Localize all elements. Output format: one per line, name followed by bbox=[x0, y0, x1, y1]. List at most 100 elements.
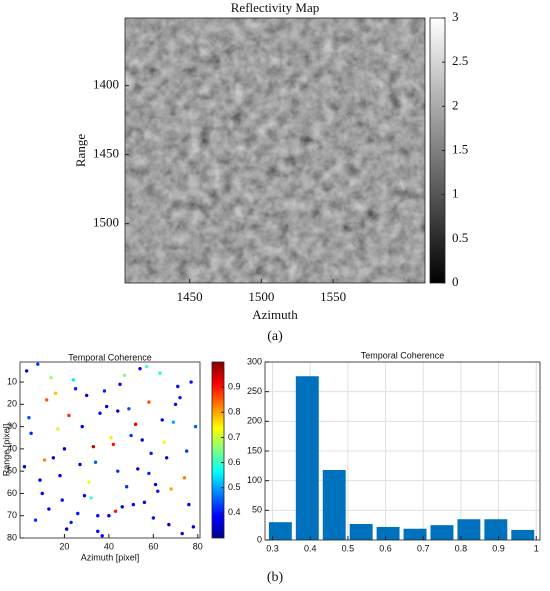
x-tick-label: 80 bbox=[193, 541, 203, 551]
point bbox=[158, 371, 162, 375]
y-tick-label: 1450 bbox=[93, 146, 119, 161]
point bbox=[56, 427, 60, 431]
point bbox=[102, 389, 107, 393]
x-tick-label: 0.7 bbox=[417, 543, 430, 553]
x-tick-label: 0.9 bbox=[492, 543, 505, 553]
plot-frame bbox=[124, 17, 426, 284]
point bbox=[96, 529, 100, 534]
point bbox=[47, 507, 51, 511]
x-tick-label: 1 bbox=[534, 543, 539, 553]
bar bbox=[484, 519, 508, 540]
point bbox=[71, 378, 76, 382]
point bbox=[36, 362, 40, 366]
colorbar-tick-label: 0.6 bbox=[228, 457, 241, 467]
point bbox=[142, 500, 147, 505]
x-tick-label: 1450 bbox=[177, 289, 203, 304]
colorbar-tick-label: 0.5 bbox=[452, 230, 468, 245]
point bbox=[169, 487, 173, 491]
y-tick-label: 50 bbox=[252, 505, 262, 515]
point bbox=[53, 391, 58, 395]
point bbox=[147, 400, 151, 404]
point bbox=[100, 534, 104, 538]
y-tick-label: 10 bbox=[7, 376, 17, 386]
bar bbox=[268, 522, 292, 540]
point bbox=[49, 375, 53, 380]
y-tick-label: 40 bbox=[7, 443, 17, 453]
x-tick-label: 0.4 bbox=[304, 543, 317, 553]
point bbox=[89, 496, 93, 500]
caption: (a) bbox=[267, 329, 283, 344]
colorbar-tick-label: 2 bbox=[452, 97, 459, 112]
colorbar-tick-label: 0.9 bbox=[228, 382, 241, 392]
y-tick-label: 200 bbox=[247, 416, 262, 426]
bar bbox=[511, 529, 535, 540]
point bbox=[187, 502, 191, 507]
point bbox=[44, 398, 49, 402]
point bbox=[149, 451, 153, 456]
point bbox=[62, 447, 67, 451]
point bbox=[42, 458, 47, 462]
x-tick-label: 40 bbox=[104, 541, 114, 551]
point bbox=[171, 420, 176, 424]
x-axis-label: Azimuth [pixel] bbox=[81, 552, 140, 562]
colorbar bbox=[211, 361, 225, 539]
colorbar-tick-label: 2.5 bbox=[452, 53, 468, 68]
point bbox=[122, 373, 127, 378]
x-tick-label: 1500 bbox=[248, 289, 274, 304]
point bbox=[33, 518, 38, 522]
x-tick-label: 0.8 bbox=[455, 543, 468, 553]
x-axis-label: Azimuth bbox=[252, 307, 298, 322]
colorbar-tick-label: 0.4 bbox=[228, 507, 241, 517]
point bbox=[151, 516, 156, 520]
point bbox=[144, 364, 149, 369]
point bbox=[111, 442, 116, 447]
point bbox=[136, 467, 140, 471]
colorbar-tick-label: 1.5 bbox=[452, 141, 468, 156]
point bbox=[120, 505, 124, 509]
colorbar-tick-label: 0 bbox=[452, 274, 459, 289]
point bbox=[22, 465, 27, 469]
y-tick-label: 300 bbox=[247, 356, 262, 366]
point bbox=[193, 424, 198, 429]
point bbox=[138, 366, 142, 371]
point bbox=[124, 485, 129, 489]
y-tick-label: 70 bbox=[7, 510, 17, 520]
point bbox=[176, 384, 180, 389]
point bbox=[178, 395, 182, 400]
point bbox=[84, 393, 89, 398]
point bbox=[40, 491, 44, 496]
plot-frame bbox=[19, 361, 201, 539]
chart-title: Reflectivity Map bbox=[231, 0, 319, 15]
x-tick-label: 1550 bbox=[320, 289, 346, 304]
x-tick-label: 20 bbox=[59, 541, 69, 551]
chart-title: Temporal Coherence bbox=[361, 350, 445, 360]
bar bbox=[430, 525, 454, 540]
y-tick-label: 50 bbox=[7, 466, 17, 476]
point bbox=[93, 460, 98, 464]
bar bbox=[349, 523, 373, 540]
colorbar-tick-label: 0.5 bbox=[228, 482, 241, 492]
x-tick-label: 0.5 bbox=[342, 543, 355, 553]
y-tick-label: 1500 bbox=[93, 215, 119, 230]
point bbox=[118, 382, 122, 386]
point bbox=[180, 531, 184, 536]
x-tick-label: 60 bbox=[148, 541, 158, 551]
point bbox=[73, 387, 78, 391]
bar bbox=[403, 528, 427, 540]
y-tick-label: 1400 bbox=[93, 77, 119, 92]
y-tick-label: 150 bbox=[247, 445, 262, 455]
point bbox=[29, 431, 33, 435]
x-tick-label: 0.6 bbox=[379, 543, 392, 553]
point bbox=[91, 444, 96, 449]
bar bbox=[295, 376, 319, 540]
point bbox=[38, 478, 42, 482]
colorbar-tick-label: 0.7 bbox=[228, 432, 241, 442]
point bbox=[191, 525, 196, 529]
point bbox=[96, 514, 100, 518]
point bbox=[109, 436, 113, 440]
caption: (b) bbox=[267, 570, 284, 585]
point bbox=[153, 482, 158, 487]
point bbox=[64, 527, 69, 531]
point bbox=[131, 502, 136, 507]
